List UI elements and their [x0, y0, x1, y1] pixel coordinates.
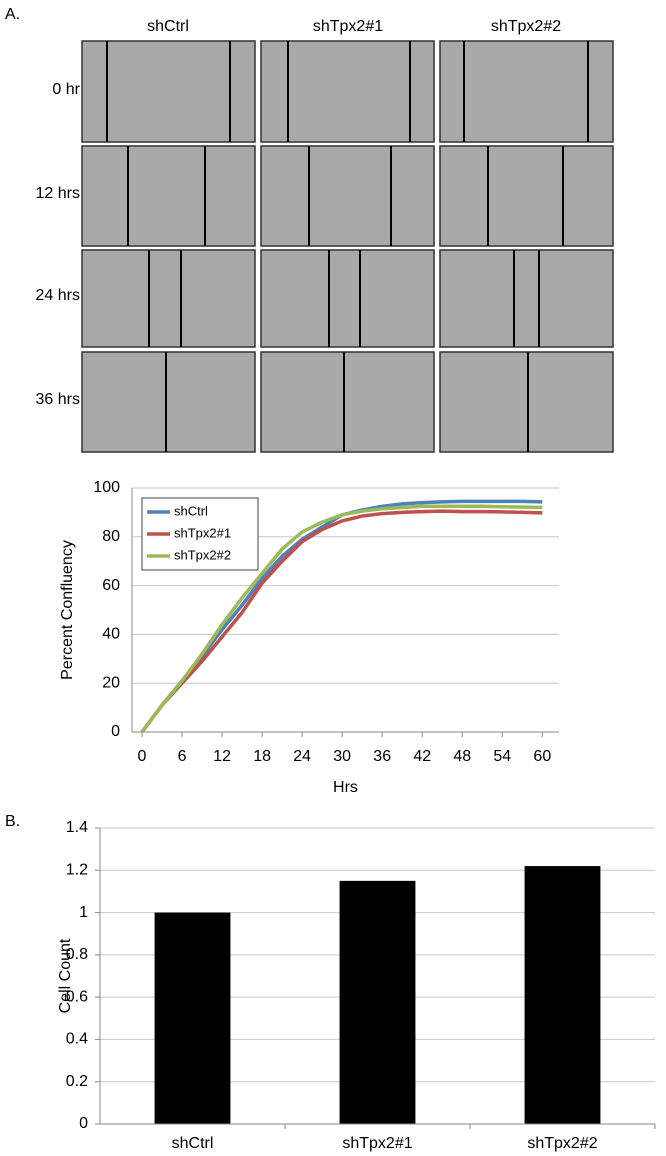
x-tick-label: 12	[213, 748, 231, 765]
row-label: 36 hrs	[36, 391, 80, 408]
legend-label: shCtrl	[174, 503, 208, 518]
micrograph	[81, 40, 256, 143]
x-tick-label: 36	[373, 748, 391, 765]
row-label: 24 hrs	[36, 287, 80, 304]
y-tick-label: 1	[79, 904, 88, 921]
micrograph	[439, 145, 614, 247]
x-tick-label: 42	[413, 748, 431, 765]
y-tick-label: 0.2	[66, 1073, 88, 1090]
data-line	[140, 504, 543, 734]
y-tick-label: 0.8	[66, 946, 88, 963]
x-tick-label: 0	[138, 748, 147, 765]
row-label: 12 hrs	[36, 185, 80, 202]
y-axis-title: Percent Confluency	[59, 540, 76, 680]
y-tick-label: 20	[102, 674, 120, 691]
x-tick-label: shCtrl	[172, 1135, 214, 1152]
micrograph	[81, 249, 256, 348]
y-tick-label: 0	[111, 723, 120, 740]
micrograph	[81, 351, 256, 453]
bar	[339, 880, 416, 1124]
x-tick-label: 48	[453, 748, 471, 765]
y-tick-label: 0	[79, 1115, 88, 1132]
row-label: 0 hr	[52, 81, 80, 98]
panel-label: A.	[5, 6, 20, 23]
micrograph	[260, 351, 435, 453]
x-axis-title: Hrs	[333, 779, 358, 796]
x-tick-label: 24	[293, 748, 311, 765]
bar	[154, 912, 231, 1124]
y-tick-label: 1.4	[66, 819, 88, 836]
x-tick-label: 6	[178, 748, 187, 765]
y-tick-label: 80	[102, 528, 120, 545]
x-tick-label: shTpx2#1	[342, 1135, 412, 1152]
micrograph	[439, 351, 614, 453]
y-tick-label: 0.6	[66, 988, 88, 1005]
y-tick-label: 60	[102, 577, 120, 594]
y-axis-title: Cell Count	[57, 938, 74, 1013]
y-tick-label: 1.2	[66, 862, 88, 879]
column-label: shTpx2#2	[491, 18, 561, 35]
legend-label: shTpx2#1	[174, 525, 231, 540]
y-tick-label: 100	[93, 479, 120, 496]
micrograph	[260, 145, 435, 247]
micrograph	[439, 40, 614, 143]
legend: shCtrl shTpx2#1 shTpx2#2	[141, 497, 259, 571]
micrograph	[260, 249, 435, 348]
x-tick-label: 30	[333, 748, 351, 765]
bar	[524, 866, 601, 1124]
panel-label: B.	[5, 813, 20, 830]
y-tick-label: 0.4	[66, 1031, 88, 1048]
micrograph	[260, 40, 435, 143]
data-line	[140, 509, 543, 734]
x-tick-label: 60	[533, 748, 551, 765]
y-tick-label: 40	[102, 626, 120, 643]
micrograph	[439, 249, 614, 348]
x-tick-label: 54	[493, 748, 511, 765]
x-tick-label: shTpx2#2	[527, 1135, 597, 1152]
x-tick-label: 18	[253, 748, 271, 765]
column-label: shTpx2#1	[313, 18, 383, 35]
legend-label: shTpx2#2	[174, 547, 231, 562]
micrograph	[81, 145, 256, 247]
micrograph-grid	[81, 40, 614, 453]
column-label: shCtrl	[147, 18, 189, 35]
